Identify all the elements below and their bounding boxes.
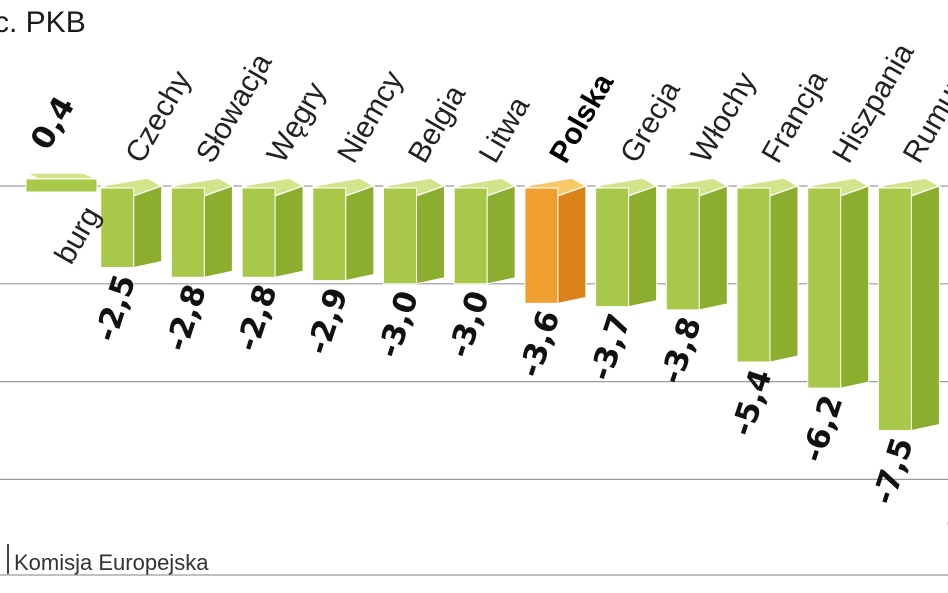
bar-3 bbox=[170, 177, 235, 278]
bar-front-face bbox=[453, 187, 488, 285]
value-label: -8,8 bbox=[936, 476, 948, 552]
bar-7 bbox=[453, 177, 517, 285]
category-label: Francja bbox=[755, 65, 834, 168]
bar-side-face bbox=[274, 185, 304, 278]
bar-1 bbox=[25, 172, 98, 193]
bar-front-face bbox=[383, 187, 417, 285]
bar-12 bbox=[807, 177, 871, 389]
category-label: Niemcy bbox=[331, 65, 410, 168]
bar-side-face bbox=[203, 185, 233, 278]
category-label: Czechy bbox=[119, 65, 198, 168]
category-label: Włochy bbox=[685, 67, 763, 169]
bar-front-face bbox=[524, 187, 559, 304]
bar-front-face bbox=[100, 187, 135, 268]
bar-side-face bbox=[345, 185, 375, 282]
bar-top-face bbox=[25, 172, 98, 180]
chart-title: c. PKB bbox=[0, 6, 86, 39]
category-label: Polska bbox=[543, 68, 620, 169]
value-label: -2,5 bbox=[88, 270, 143, 346]
bar-5 bbox=[312, 177, 376, 282]
bar-13 bbox=[877, 177, 942, 432]
bar-front-face bbox=[807, 187, 842, 389]
bar-9 bbox=[595, 177, 659, 308]
value-label: -3,6 bbox=[512, 306, 567, 382]
bar-side-face bbox=[840, 185, 870, 389]
bar-11 bbox=[736, 177, 800, 363]
value-label: -6,2 bbox=[795, 391, 850, 467]
value-label: -3,0 bbox=[371, 287, 426, 363]
value-label: -2,8 bbox=[229, 280, 284, 356]
bar-8 bbox=[524, 177, 588, 304]
bar-front-face bbox=[312, 187, 347, 282]
bar-side-face bbox=[133, 185, 163, 269]
bar-front-face bbox=[736, 187, 771, 363]
bar-front-face bbox=[877, 187, 912, 431]
bar-front-face bbox=[170, 187, 205, 278]
category-label: Grecja bbox=[614, 75, 687, 168]
bar-side-face bbox=[416, 185, 445, 285]
bar-side-face bbox=[769, 185, 799, 363]
bar-side-face bbox=[628, 185, 658, 308]
bars-group bbox=[25, 172, 942, 432]
bar-side-face bbox=[698, 185, 728, 311]
value-label: -7,5 bbox=[866, 433, 921, 509]
bar-front-face bbox=[25, 178, 98, 193]
bar-10 bbox=[665, 177, 730, 311]
value-label: 0,4 bbox=[24, 90, 83, 156]
bar-2 bbox=[100, 177, 164, 269]
bar-front-face bbox=[241, 187, 276, 278]
source-text: Komisja Europejska bbox=[14, 550, 209, 575]
bar-4 bbox=[241, 177, 305, 278]
bar-6 bbox=[383, 177, 447, 285]
value-label: -2,9 bbox=[300, 283, 355, 359]
value-label: -3,8 bbox=[654, 313, 709, 389]
bar-side-face bbox=[486, 185, 516, 285]
value-label: -5,4 bbox=[724, 365, 779, 441]
value-label: -3,7 bbox=[583, 309, 638, 385]
category-label: Litwa bbox=[473, 91, 537, 168]
category-label: burg bbox=[48, 201, 107, 270]
bar-side-face bbox=[910, 185, 940, 432]
bar-side-face bbox=[557, 185, 587, 304]
bar-front-face bbox=[665, 187, 700, 311]
value-label: -3,0 bbox=[442, 287, 497, 363]
bar-front-face bbox=[595, 187, 630, 308]
value-label: -2,8 bbox=[159, 280, 214, 356]
category-label: Belgia bbox=[402, 80, 472, 169]
category-label: Węgry bbox=[261, 77, 333, 169]
